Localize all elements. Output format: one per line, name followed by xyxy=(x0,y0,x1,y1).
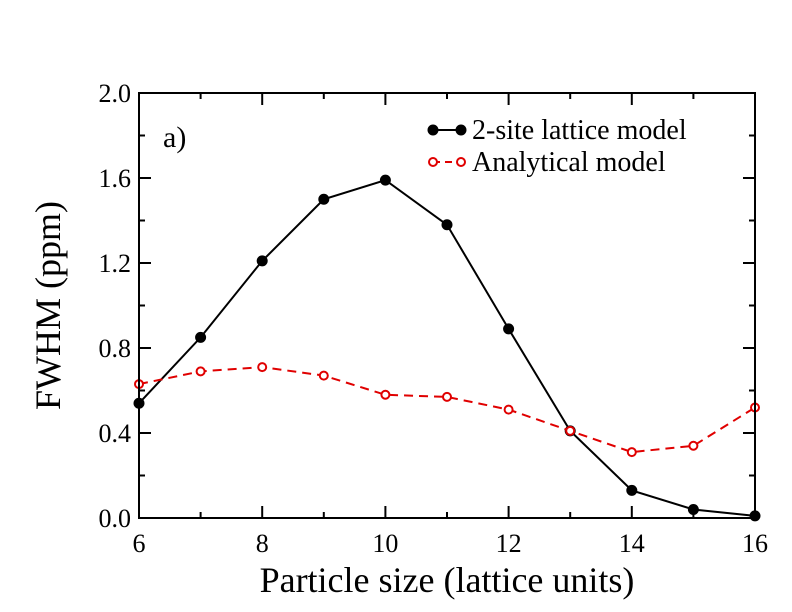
legend: 2-site lattice model Analytical model xyxy=(427,115,687,178)
series-0-point xyxy=(379,174,391,186)
series-0-point xyxy=(626,484,638,496)
series-0-point xyxy=(503,323,515,335)
series-line-1 xyxy=(138,366,756,454)
data-series xyxy=(133,174,761,522)
y-tick-label: 1.6 xyxy=(99,164,132,193)
x-tick-label: 10 xyxy=(372,529,398,558)
series-0-point xyxy=(256,255,268,267)
series-0-point xyxy=(318,193,330,205)
y-axis-title: FWHM (ppm) xyxy=(28,201,68,410)
series-1-point xyxy=(688,440,699,451)
legend-marker-analytical-model xyxy=(428,157,438,167)
legend-marker-lattice-model xyxy=(455,124,467,136)
legend-marker-analytical-model xyxy=(456,157,466,167)
x-axis-title: Particle size (lattice units) xyxy=(260,560,635,600)
y-tick-label: 0.0 xyxy=(99,504,132,533)
x-tick-label: 14 xyxy=(619,529,645,558)
x-tick-label: 6 xyxy=(133,529,146,558)
y-tick-label: 1.2 xyxy=(99,249,132,278)
y-tick-label: 2.0 xyxy=(99,79,132,108)
series-1-point xyxy=(442,391,452,402)
y-tick-label: 0.4 xyxy=(99,419,132,448)
series-1-point xyxy=(380,389,391,400)
series-0-point xyxy=(687,504,699,515)
series-1-point xyxy=(565,425,576,436)
series-1-point xyxy=(195,366,206,377)
series-1-point xyxy=(257,362,268,373)
series-line-0 xyxy=(138,178,756,517)
legend-item-lattice-model: 2-site lattice model xyxy=(427,115,687,146)
series-0-point xyxy=(195,331,207,343)
x-tick-label: 8 xyxy=(256,529,269,558)
legend-item-analytical-model: Analytical model xyxy=(428,147,666,178)
y-tick-label: 0.8 xyxy=(99,334,132,363)
x-tick-label: 12 xyxy=(496,529,522,558)
axis-ticks: 6 8 10 12 14 16 0.0 0.4 0.8 1.2 1.6 2.0 xyxy=(99,79,769,558)
legend-marker-lattice-model xyxy=(427,124,439,136)
legend-label-analytical-model: Analytical model xyxy=(472,147,666,178)
legend-label-lattice-model: 2-site lattice model xyxy=(472,115,687,146)
plot-frame xyxy=(138,92,756,519)
series-1-point xyxy=(503,404,514,415)
series-0-point xyxy=(441,219,453,231)
panel-label: a) xyxy=(163,121,186,154)
series-1-point xyxy=(626,447,637,458)
x-tick-label: 16 xyxy=(742,529,768,558)
series-1-point xyxy=(318,370,329,381)
